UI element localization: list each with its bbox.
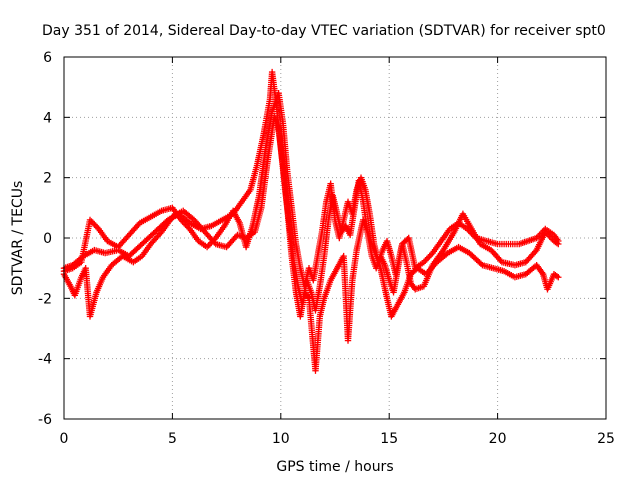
y-tick-label: -2 xyxy=(38,291,52,307)
y-tick-label: 2 xyxy=(43,171,52,187)
x-axis-label: GPS time / hours xyxy=(276,459,393,475)
data-point xyxy=(555,237,562,245)
tick-labels-layer: 0 5 10 15 20 25 -6 -4 -2 0 2 4 6 xyxy=(38,50,615,447)
ticks-layer xyxy=(63,56,607,420)
x-tick-label: 0 xyxy=(60,431,69,447)
points-layer xyxy=(60,68,562,374)
data-point xyxy=(477,260,485,268)
x-tick-label: 10 xyxy=(272,431,290,447)
x-tick-label: 25 xyxy=(597,431,615,447)
x-tick-label: 5 xyxy=(168,431,177,447)
y-tick-label: 4 xyxy=(43,110,52,126)
x-tick-label: 15 xyxy=(380,431,398,447)
series-track-3 xyxy=(60,90,562,290)
data-point xyxy=(553,273,561,280)
y-tick-label: 0 xyxy=(43,231,52,247)
y-tick-label: -4 xyxy=(38,352,52,368)
x-tick-label: 20 xyxy=(489,431,507,447)
y-tick-label: 6 xyxy=(43,50,52,66)
y-tick-label: -6 xyxy=(38,412,52,428)
data-point xyxy=(555,274,562,281)
y-axis-label: SDTVAR / TECUs xyxy=(10,181,26,296)
chart-title: Day 351 of 2014, Sidereal Day-to-day VTE… xyxy=(42,23,606,39)
